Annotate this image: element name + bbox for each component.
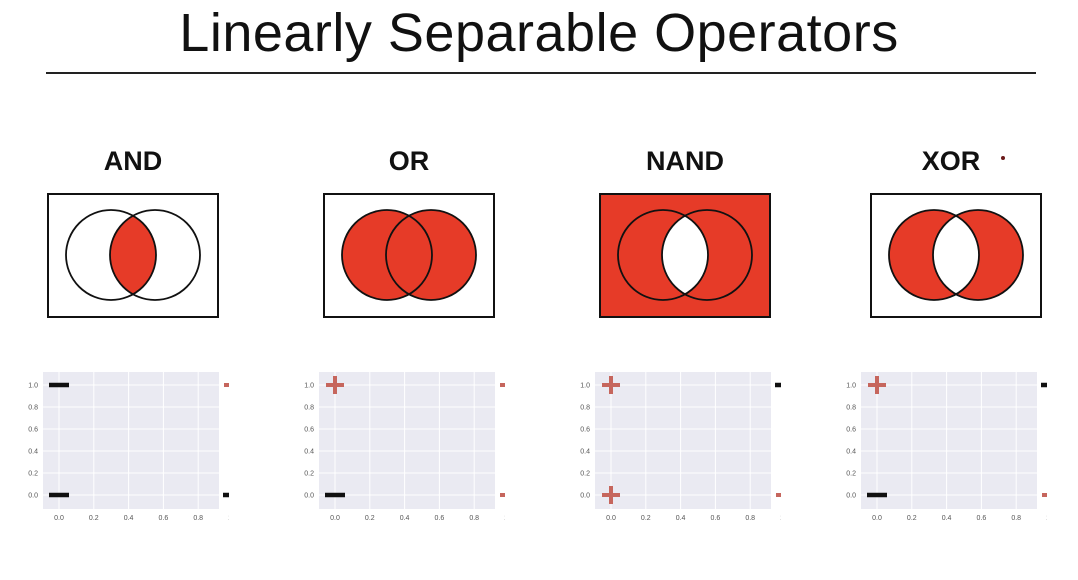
venn-intersection bbox=[933, 215, 979, 295]
plot-area bbox=[43, 372, 219, 509]
scatter-plot-xor: 0.0 0.0 0.2 0.2 0.4 0.4 0.6 0.6 0.8 0.8 1.0 1.0 bbox=[846, 372, 1047, 522]
y-tick-label: 0.4 bbox=[580, 449, 590, 456]
y-tick-label: 0.2 bbox=[28, 471, 38, 478]
y-tick-label: 0.2 bbox=[304, 471, 314, 478]
y-tick-label: 0.4 bbox=[846, 449, 856, 456]
y-tick-label: 0.6 bbox=[846, 427, 856, 434]
venn-diagram-nand bbox=[599, 193, 771, 318]
x-tick-label: 0.4 bbox=[400, 515, 410, 522]
plot-area bbox=[861, 372, 1037, 509]
plus-marker bbox=[868, 376, 886, 394]
x-tick-label: 0.2 bbox=[365, 515, 375, 522]
y-tick-label: 0.4 bbox=[304, 449, 314, 456]
y-tick-label: 1.0 bbox=[304, 383, 314, 390]
x-tick-label: 0.0 bbox=[330, 515, 340, 522]
venn-intersection bbox=[110, 215, 156, 295]
y-tick-label: 0.0 bbox=[28, 493, 38, 500]
x-tick-label: 0.0 bbox=[872, 515, 882, 522]
scatter-plot-or: 0.0 0.0 0.2 0.2 0.4 0.4 0.6 0.6 0.8 0.8 1.0 1.0 bbox=[304, 372, 505, 522]
x-tick-label: 0.6 bbox=[977, 515, 987, 522]
venn-diagram-xor bbox=[870, 193, 1042, 318]
plus-marker bbox=[602, 376, 620, 394]
slide-title: Linearly Separable Operators bbox=[179, 3, 899, 63]
scatter-plot-nand: 0.0 0.0 0.2 0.2 0.4 0.4 0.6 0.6 0.8 0.8 1.0 1.0 bbox=[580, 372, 781, 522]
venn-intersection bbox=[662, 215, 708, 295]
y-tick-label: 0.8 bbox=[580, 405, 590, 412]
x-tick-label: 0.2 bbox=[641, 515, 651, 522]
venn-diagram-and bbox=[47, 193, 219, 318]
y-tick-label: 0.8 bbox=[28, 405, 38, 412]
plot-area bbox=[319, 372, 495, 509]
y-tick-label: 1.0 bbox=[28, 383, 38, 390]
x-tick-label: 0.4 bbox=[124, 515, 134, 522]
venn-diagram-or bbox=[323, 193, 495, 318]
x-tick-label: 0.6 bbox=[435, 515, 445, 522]
venn-outline-a bbox=[888, 209, 980, 301]
venn-outline-b bbox=[661, 209, 753, 301]
y-tick-label: 0.6 bbox=[28, 427, 38, 434]
venn-outline-a bbox=[617, 209, 709, 301]
operator-label-xor: XOR bbox=[921, 146, 981, 176]
plus-marker bbox=[500, 493, 505, 497]
x-tick-label: 0.6 bbox=[159, 515, 169, 522]
y-tick-label: 0.8 bbox=[846, 405, 856, 412]
x-tick-label: 0.8 bbox=[469, 515, 479, 522]
venn-circle-b bbox=[386, 210, 476, 300]
x-tick-label: 0.8 bbox=[745, 515, 755, 522]
operator-label-nand: NAND bbox=[646, 146, 724, 176]
x-tick-label: 1.0 bbox=[780, 515, 781, 522]
plus-marker bbox=[326, 376, 344, 394]
x-tick-label: 0.0 bbox=[606, 515, 616, 522]
operator-label-and: AND bbox=[103, 146, 163, 176]
x-tick-label: 1.0 bbox=[504, 515, 505, 522]
plus-marker bbox=[776, 493, 781, 497]
plus-marker bbox=[602, 486, 620, 504]
venn-outline-a bbox=[341, 209, 433, 301]
x-tick-label: 0.8 bbox=[1011, 515, 1021, 522]
plot-area bbox=[595, 372, 771, 509]
venn-outline-a bbox=[65, 209, 157, 301]
y-tick-label: 0.2 bbox=[846, 471, 856, 478]
operator-label-or: OR bbox=[388, 146, 430, 176]
x-tick-label: 0.8 bbox=[193, 515, 203, 522]
stray-dot bbox=[1001, 156, 1005, 160]
venn-outline-b bbox=[109, 209, 201, 301]
y-tick-label: 0.6 bbox=[304, 427, 314, 434]
y-tick-label: 0.0 bbox=[304, 493, 314, 500]
x-tick-label: 0.2 bbox=[907, 515, 917, 522]
plus-marker bbox=[224, 383, 229, 387]
y-tick-label: 0.8 bbox=[304, 405, 314, 412]
x-tick-label: 0.4 bbox=[942, 515, 952, 522]
y-tick-label: 1.0 bbox=[846, 383, 856, 390]
venn-outline-b bbox=[385, 209, 477, 301]
y-tick-label: 0.0 bbox=[580, 493, 590, 500]
y-tick-label: 0.2 bbox=[580, 471, 590, 478]
y-tick-label: 1.0 bbox=[580, 383, 590, 390]
plus-marker bbox=[1042, 493, 1047, 497]
title-divider bbox=[46, 72, 1036, 74]
venn-outline-b bbox=[932, 209, 1024, 301]
x-tick-label: 0.0 bbox=[54, 515, 64, 522]
x-tick-label: 1.0 bbox=[228, 515, 229, 522]
x-tick-label: 0.6 bbox=[711, 515, 721, 522]
x-tick-label: 0.2 bbox=[89, 515, 99, 522]
x-tick-label: 0.4 bbox=[676, 515, 686, 522]
plus-marker bbox=[500, 383, 505, 387]
scatter-plot-and: 0.0 0.0 0.2 0.2 0.4 0.4 0.6 0.6 0.8 0.8 1.0 1.0 bbox=[28, 372, 229, 522]
y-tick-label: 0.0 bbox=[846, 493, 856, 500]
y-tick-label: 0.6 bbox=[580, 427, 590, 434]
x-tick-label: 1.0 bbox=[1046, 515, 1047, 522]
y-tick-label: 0.4 bbox=[28, 449, 38, 456]
